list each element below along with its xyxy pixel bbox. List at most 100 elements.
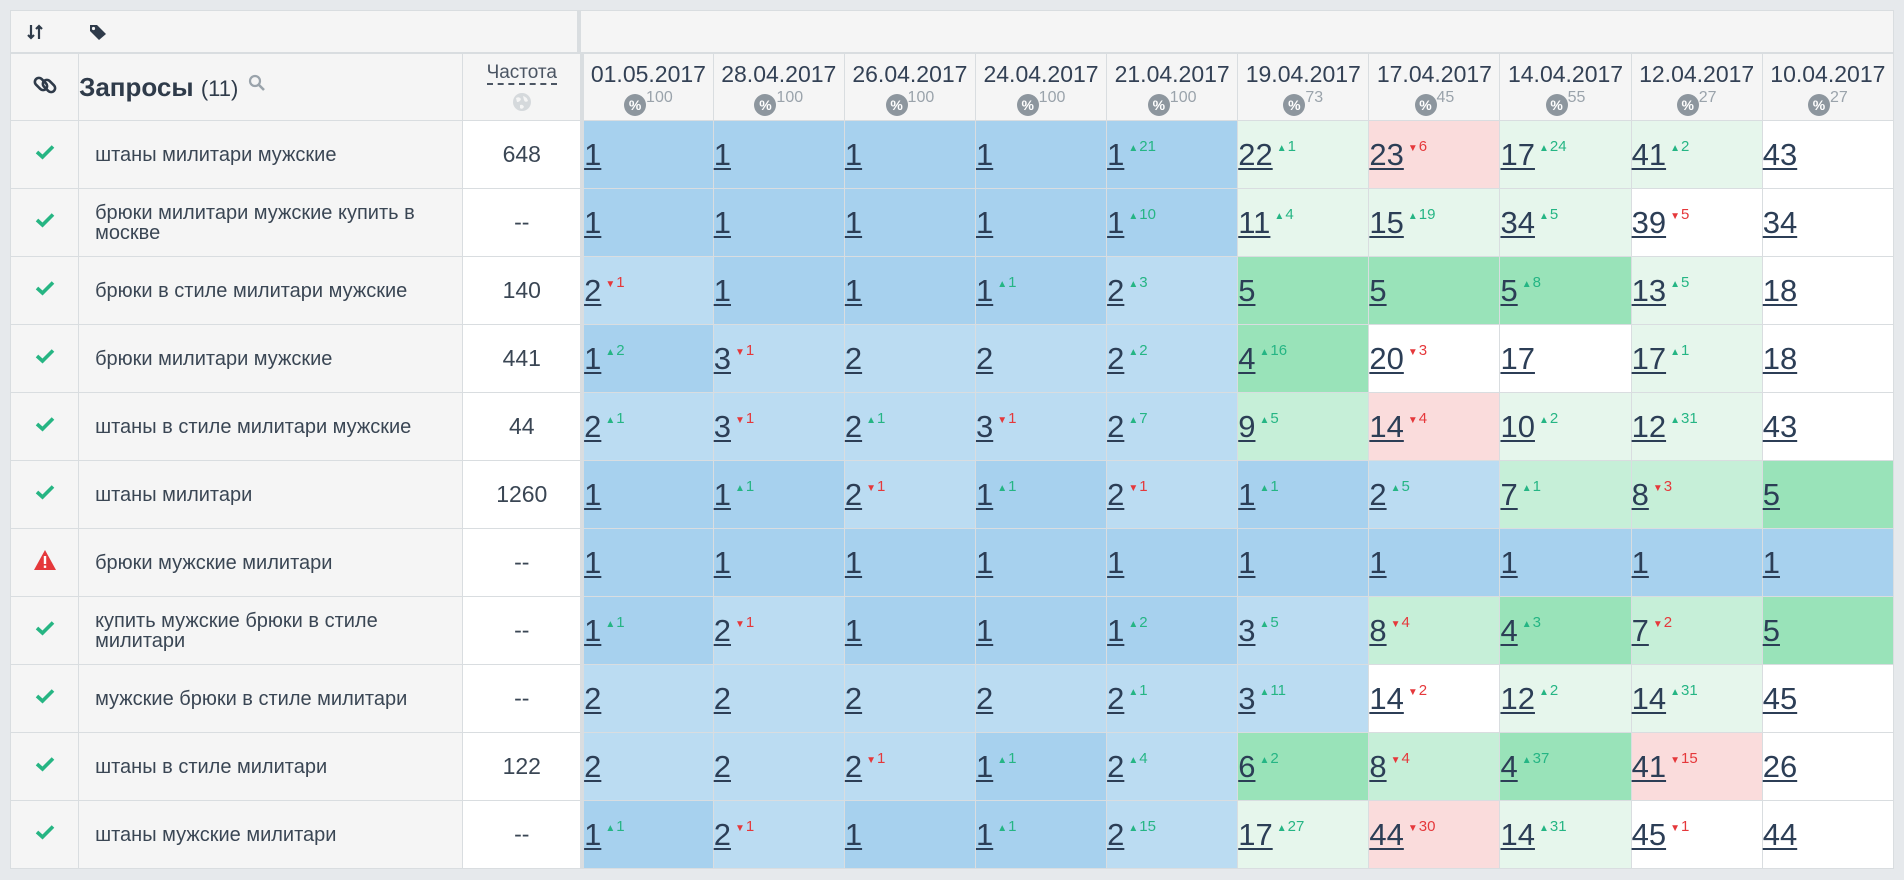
position-link[interactable]: 2 bbox=[584, 272, 602, 308]
position-link[interactable]: 18 bbox=[1762, 340, 1798, 376]
position-link[interactable]: 1 bbox=[1238, 476, 1256, 512]
position-link[interactable]: 13 bbox=[1631, 272, 1667, 308]
position-link[interactable]: 2 bbox=[713, 680, 731, 716]
position-link[interactable]: 2 bbox=[844, 340, 863, 376]
position-link[interactable]: 2 bbox=[844, 680, 863, 716]
position-link[interactable]: 2 bbox=[1107, 272, 1125, 308]
frequency-label[interactable]: Частота bbox=[486, 61, 557, 85]
position-link[interactable]: 1 bbox=[975, 204, 994, 240]
position-link[interactable]: 1 bbox=[844, 544, 863, 580]
position-link[interactable]: 39 bbox=[1631, 204, 1667, 240]
link-header[interactable] bbox=[9, 53, 80, 121]
position-link[interactable]: 17 bbox=[1238, 816, 1273, 852]
position-link[interactable]: 1 bbox=[713, 476, 731, 512]
frequency-header[interactable]: Частота bbox=[462, 53, 585, 121]
position-link[interactable]: 1 bbox=[975, 136, 994, 172]
position-link[interactable]: 10 bbox=[1500, 408, 1535, 444]
position-link[interactable]: 1 bbox=[975, 612, 994, 648]
position-link[interactable]: 12 bbox=[1631, 408, 1667, 444]
position-link[interactable]: 12 bbox=[1500, 680, 1535, 716]
position-link[interactable]: 1 bbox=[1369, 544, 1387, 580]
date-header[interactable]: 14.04.2017% 55 bbox=[1499, 53, 1632, 121]
link-icon[interactable] bbox=[31, 71, 59, 99]
position-link[interactable]: 2 bbox=[1107, 748, 1125, 784]
position-link[interactable]: 8 bbox=[1369, 748, 1387, 784]
position-link[interactable]: 3 bbox=[713, 340, 731, 376]
position-link[interactable]: 1 bbox=[1631, 544, 1649, 580]
position-link[interactable]: 2 bbox=[713, 748, 731, 784]
position-link[interactable]: 1 bbox=[975, 544, 994, 580]
position-link[interactable]: 2 bbox=[844, 408, 863, 444]
date-label[interactable]: 21.04.2017 bbox=[1114, 61, 1230, 87]
position-link[interactable]: 1 bbox=[713, 136, 731, 172]
position-link[interactable]: 14 bbox=[1369, 408, 1404, 444]
position-link[interactable]: 44 bbox=[1762, 816, 1798, 852]
position-link[interactable]: 1 bbox=[844, 136, 863, 172]
position-link[interactable]: 18 bbox=[1762, 272, 1798, 308]
position-link[interactable]: 2 bbox=[713, 816, 731, 852]
date-label[interactable]: 14.04.2017 bbox=[1507, 61, 1624, 87]
date-label[interactable]: 10.04.2017 bbox=[1770, 61, 1886, 87]
search-icon[interactable] bbox=[248, 74, 266, 92]
position-link[interactable]: 1 bbox=[584, 544, 602, 580]
date-label[interactable]: 17.04.2017 bbox=[1376, 61, 1492, 87]
position-link[interactable]: 34 bbox=[1500, 204, 1535, 240]
position-link[interactable]: 1 bbox=[584, 136, 602, 172]
position-link[interactable]: 1 bbox=[1107, 204, 1125, 240]
position-link[interactable]: 2 bbox=[584, 748, 602, 784]
position-link[interactable]: 34 bbox=[1762, 204, 1798, 240]
position-link[interactable]: 1 bbox=[975, 816, 994, 852]
date-label[interactable]: 26.04.2017 bbox=[852, 61, 968, 87]
position-link[interactable]: 1 bbox=[844, 816, 863, 852]
position-link[interactable]: 45 bbox=[1762, 680, 1798, 716]
position-link[interactable]: 2 bbox=[975, 340, 994, 376]
position-link[interactable]: 44 bbox=[1369, 816, 1404, 852]
position-link[interactable]: 1 bbox=[584, 340, 602, 376]
position-link[interactable]: 2 bbox=[1107, 340, 1125, 376]
position-link[interactable]: 1 bbox=[975, 272, 994, 308]
position-link[interactable]: 5 bbox=[1762, 612, 1780, 648]
position-link[interactable]: 41 bbox=[1631, 748, 1667, 784]
date-header[interactable]: 28.04.2017% 100 bbox=[712, 53, 845, 121]
position-link[interactable]: 1 bbox=[1107, 612, 1125, 648]
position-link[interactable]: 8 bbox=[1369, 612, 1387, 648]
position-link[interactable]: 2 bbox=[1107, 816, 1125, 852]
date-label[interactable]: 28.04.2017 bbox=[721, 61, 837, 87]
position-link[interactable]: 43 bbox=[1762, 136, 1798, 172]
position-link[interactable]: 4 bbox=[1500, 612, 1518, 648]
date-label[interactable]: 12.04.2017 bbox=[1639, 61, 1755, 87]
position-link[interactable]: 2 bbox=[975, 680, 994, 716]
position-link[interactable]: 2 bbox=[844, 476, 863, 512]
date-header[interactable]: 24.04.2017% 100 bbox=[974, 53, 1108, 121]
position-link[interactable]: 11 bbox=[1238, 204, 1271, 240]
position-link[interactable]: 8 bbox=[1631, 476, 1649, 512]
position-link[interactable]: 3 bbox=[1238, 680, 1256, 716]
position-link[interactable]: 1 bbox=[584, 816, 602, 852]
position-link[interactable]: 6 bbox=[1238, 748, 1256, 784]
position-link[interactable]: 17 bbox=[1500, 340, 1535, 376]
date-label[interactable]: 24.04.2017 bbox=[983, 61, 1099, 87]
position-link[interactable]: 5 bbox=[1762, 476, 1780, 512]
position-link[interactable]: 22 bbox=[1238, 136, 1273, 172]
position-link[interactable]: 7 bbox=[1500, 476, 1518, 512]
position-link[interactable]: 1 bbox=[713, 204, 731, 240]
position-link[interactable]: 1 bbox=[584, 612, 602, 648]
position-link[interactable]: 14 bbox=[1369, 680, 1404, 716]
position-link[interactable]: 4 bbox=[1238, 340, 1256, 376]
position-link[interactable]: 17 bbox=[1500, 136, 1535, 172]
position-link[interactable]: 2 bbox=[1107, 408, 1125, 444]
position-link[interactable]: 1 bbox=[1238, 544, 1256, 580]
date-header[interactable]: 12.04.2017% 27 bbox=[1630, 53, 1763, 121]
tag-icon[interactable] bbox=[87, 21, 109, 43]
position-link[interactable]: 3 bbox=[713, 408, 731, 444]
position-link[interactable]: 1 bbox=[584, 204, 602, 240]
position-link[interactable]: 2 bbox=[584, 680, 602, 716]
position-link[interactable]: 17 bbox=[1631, 340, 1667, 376]
position-link[interactable]: 5 bbox=[1238, 272, 1256, 308]
date-header[interactable]: 21.04.2017% 100 bbox=[1106, 53, 1239, 121]
position-link[interactable]: 1 bbox=[844, 272, 863, 308]
position-link[interactable]: 20 bbox=[1369, 340, 1404, 376]
position-link[interactable]: 1 bbox=[1762, 544, 1780, 580]
sort-icon[interactable] bbox=[25, 21, 47, 43]
date-label[interactable]: 01.05.2017 bbox=[590, 61, 706, 87]
